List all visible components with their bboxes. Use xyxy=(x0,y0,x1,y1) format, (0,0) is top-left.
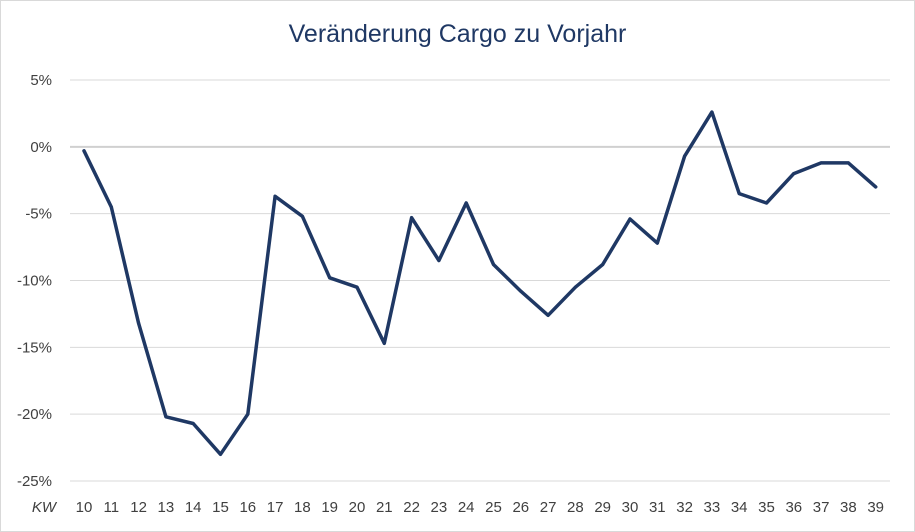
x-tick-label: 30 xyxy=(622,499,639,516)
data-point xyxy=(546,313,550,317)
data-point xyxy=(765,201,768,205)
x-tick-label: 18 xyxy=(294,499,311,516)
x-tick-label: 15 xyxy=(212,499,229,516)
data-point xyxy=(191,422,195,426)
series-line xyxy=(82,110,878,457)
data-point xyxy=(300,214,304,218)
data-point xyxy=(164,415,168,419)
x-tick-label: 21 xyxy=(376,499,393,516)
x-tick-label: 23 xyxy=(431,499,448,516)
data-point xyxy=(628,217,632,221)
y-tick-label: -25% xyxy=(17,473,52,490)
data-point xyxy=(82,149,86,153)
series-group xyxy=(82,110,878,457)
data-point xyxy=(792,172,796,176)
x-tick-label: 39 xyxy=(867,499,884,516)
x-tick-label: 16 xyxy=(239,499,256,516)
data-point xyxy=(137,321,141,325)
x-axis-ticks: 10 11 12 13 14 15 16 17 18 19 20 21 22 23 24 25 26 27 28 29… xyxy=(76,499,884,516)
data-point xyxy=(437,258,441,262)
x-tick-label: 10 xyxy=(76,499,93,516)
data-point xyxy=(819,161,823,165)
gridlines xyxy=(70,79,890,482)
data-point xyxy=(492,262,495,266)
x-tick-label: 25 xyxy=(485,499,502,516)
x-tick-label: 33 xyxy=(704,499,721,516)
data-point xyxy=(355,285,359,289)
x-tick-label: 38 xyxy=(840,499,857,516)
x-tick-label: 31 xyxy=(649,499,666,516)
x-tick-label: 14 xyxy=(185,499,202,516)
y-tick-label: 0% xyxy=(30,139,52,156)
chart-title: Veränderung Cargo zu Vorjahr xyxy=(288,20,627,48)
data-point xyxy=(328,276,332,280)
y-tick-label: -5% xyxy=(25,206,52,223)
x-tick-label: 13 xyxy=(158,499,175,516)
x-tick-label: 27 xyxy=(540,499,557,516)
data-point xyxy=(874,185,878,189)
x-tick-label: 17 xyxy=(267,499,284,516)
x-tick-label: 26 xyxy=(512,499,529,516)
data-point xyxy=(464,201,468,205)
data-point xyxy=(710,110,714,114)
data-point xyxy=(246,412,250,416)
x-tick-label: 29 xyxy=(594,499,611,516)
x-axis-unit-label: KW xyxy=(32,499,58,516)
data-point xyxy=(573,285,577,289)
x-tick-label: 37 xyxy=(813,499,830,516)
data-point xyxy=(519,289,523,293)
y-tick-label: -15% xyxy=(17,339,52,356)
x-tick-label: 34 xyxy=(731,499,748,516)
x-tick-label: 22 xyxy=(403,499,420,516)
data-point xyxy=(219,452,222,456)
data-point xyxy=(737,192,741,196)
data-point xyxy=(382,341,386,345)
y-tick-label: 5% xyxy=(30,72,52,89)
x-tick-label: 24 xyxy=(458,499,475,516)
data-point xyxy=(273,194,277,198)
x-tick-label: 20 xyxy=(349,499,366,516)
y-axis-ticks: 5% 0% -5% -10% -15% -20% -25% xyxy=(17,72,52,490)
data-point xyxy=(655,241,659,245)
data-point xyxy=(109,205,113,209)
data-point xyxy=(846,161,850,165)
x-tick-label: 32 xyxy=(676,499,693,516)
y-tick-label: -20% xyxy=(17,406,52,423)
x-tick-label: 11 xyxy=(104,499,120,516)
data-point xyxy=(683,154,687,158)
x-tick-label: 12 xyxy=(130,499,147,516)
x-tick-label: 28 xyxy=(567,499,584,516)
y-tick-label: -10% xyxy=(17,273,52,290)
data-point xyxy=(410,216,414,220)
data-point xyxy=(601,262,605,266)
x-tick-label: 19 xyxy=(321,499,338,516)
x-tick-label: 35 xyxy=(758,499,775,516)
x-tick-label: 36 xyxy=(785,499,802,516)
